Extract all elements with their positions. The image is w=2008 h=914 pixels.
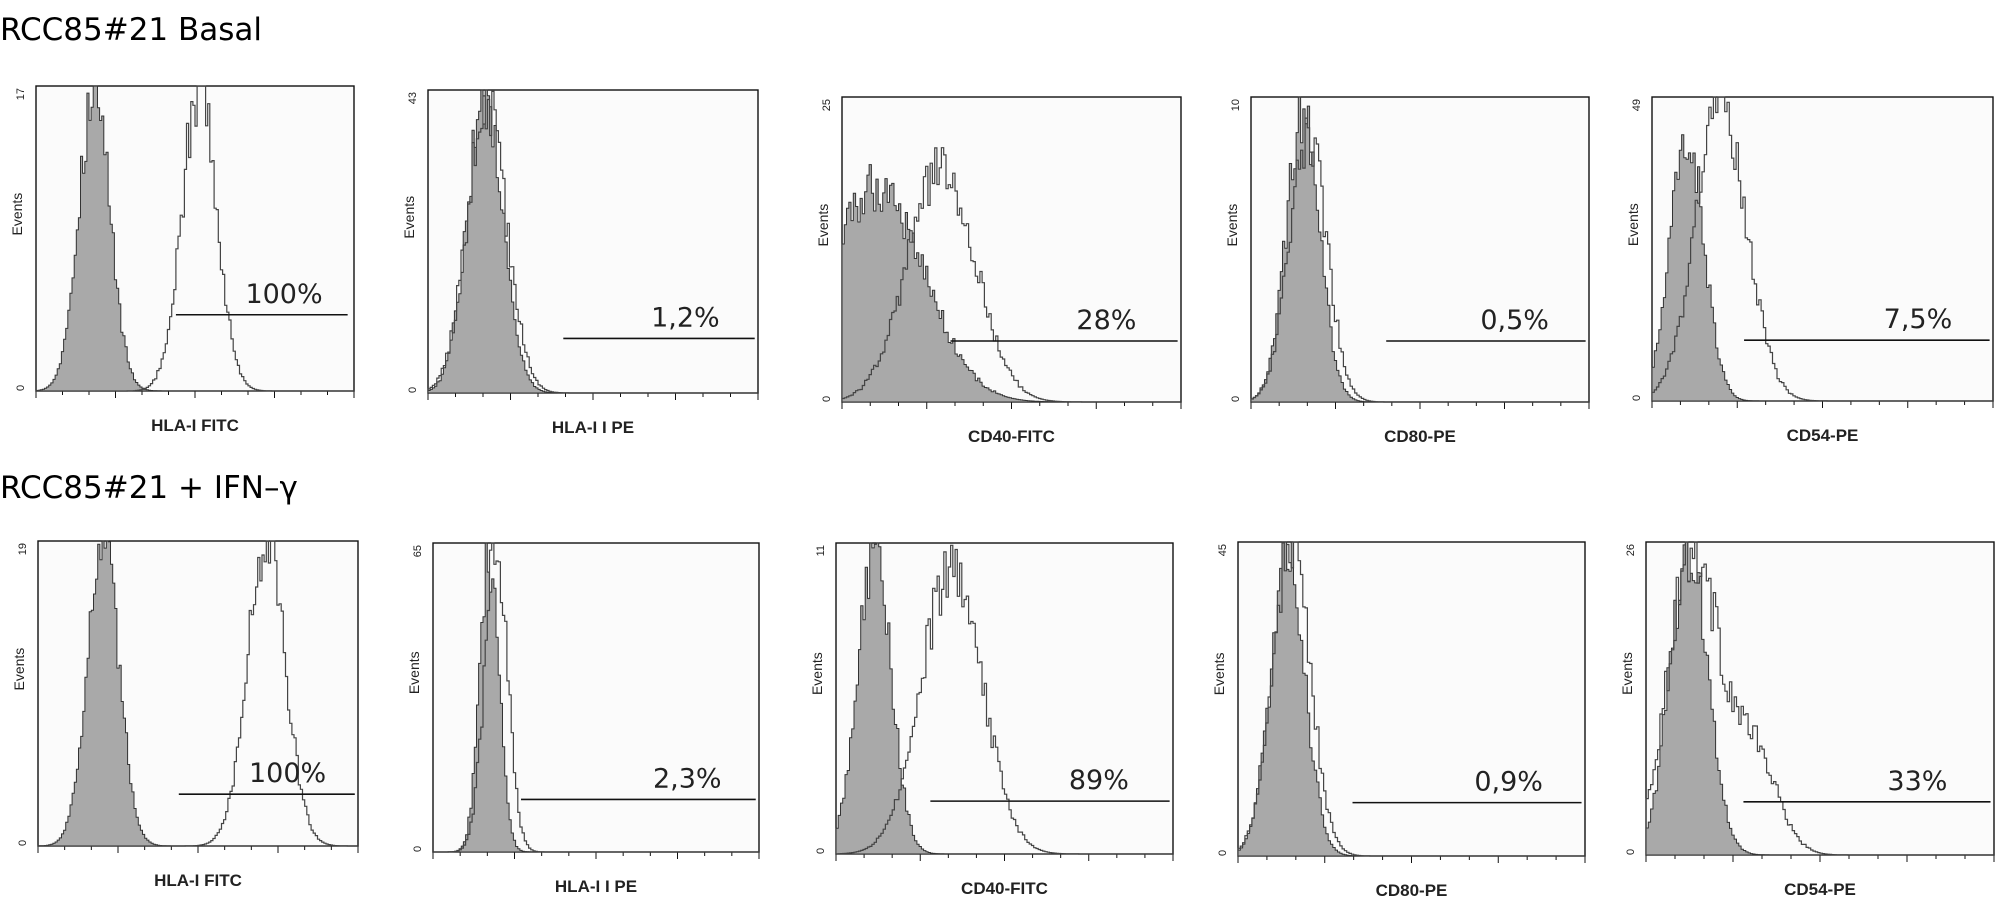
y-min-tick-label: 0 xyxy=(17,840,29,846)
histogram-panel: 10 0 Events 0,5% CD80-PE xyxy=(1224,96,1590,446)
sample-histogram xyxy=(427,90,758,394)
histogram-panel: 43 0 Events 1,2% HLA-I I PE xyxy=(401,89,759,437)
gate-percent-label: 2,3% xyxy=(653,763,722,794)
y-max-tick-label: 65 xyxy=(412,545,424,557)
y-max-tick-label: 10 xyxy=(1230,99,1242,111)
y-max-tick-label: 43 xyxy=(407,92,419,104)
row-title-basal: RCC85#21 Basal xyxy=(0,12,262,48)
y-min-tick-label: 0 xyxy=(1217,850,1229,856)
y-axis-label: Events xyxy=(815,204,831,247)
x-axis-marker-label: CD80-PE xyxy=(1376,881,1448,900)
x-axis-marker-label: CD40-FITC xyxy=(961,879,1048,898)
y-axis-label: Events xyxy=(809,652,825,695)
y-min-tick-label: 0 xyxy=(821,396,833,402)
x-axis-marker-label: HLA-I I PE xyxy=(555,877,637,896)
gate-percent-label: 89% xyxy=(1069,765,1129,796)
histogram-panel: 25 0 Events 28% CD40-FITC xyxy=(815,96,1182,446)
gate-percent-label: 33% xyxy=(1887,766,1947,797)
gate-percent-label: 100% xyxy=(249,758,326,789)
sample-histogram xyxy=(36,85,354,392)
histogram-panels: 17 0 Events 100% HLA-I FITC 43 0 Events 1,2% HLA-… xyxy=(9,85,1995,900)
y-max-tick-label: 11 xyxy=(815,545,827,556)
sample-histogram xyxy=(1651,96,1993,402)
x-axis-marker-label: HLA-I FITC xyxy=(151,416,239,435)
y-max-tick-label: 25 xyxy=(821,99,833,111)
y-min-tick-label: 0 xyxy=(1625,849,1637,855)
y-axis-label: Events xyxy=(401,196,417,239)
sample-histogram xyxy=(841,147,1181,403)
gate-percent-label: 7,5% xyxy=(1884,304,1953,335)
sample-histogram xyxy=(433,542,759,853)
sample-histogram xyxy=(38,540,358,847)
y-max-tick-label: 17 xyxy=(15,88,27,100)
y-max-tick-label: 26 xyxy=(1625,544,1637,556)
y-min-tick-label: 0 xyxy=(15,385,27,391)
x-axis-marker-label: HLA-I FITC xyxy=(154,871,242,890)
histogram-panel: 19 0 Events 100% HLA-I FITC xyxy=(11,540,359,890)
y-max-tick-label: 19 xyxy=(17,543,29,555)
x-axis-marker-label: CD80-PE xyxy=(1384,427,1456,446)
histogram-panel: 11 0 Events 89% CD40-FITC xyxy=(809,542,1174,898)
y-axis-label: Events xyxy=(1625,203,1641,246)
y-axis-label: Events xyxy=(9,193,25,236)
sample-histogram xyxy=(1250,117,1589,403)
gate-percent-label: 100% xyxy=(245,279,322,310)
histogram-panel: 49 0 Events 7,5% CD54-PE xyxy=(1625,96,1994,445)
x-axis-marker-label: CD54-PE xyxy=(1787,426,1859,445)
y-min-tick-label: 0 xyxy=(412,846,424,852)
x-axis-marker-label: HLA-I I PE xyxy=(552,418,634,437)
histogram-panel: 17 0 Events 100% HLA-I FITC xyxy=(9,85,355,435)
sample-histogram xyxy=(835,544,1173,855)
gate-percent-label: 0,9% xyxy=(1474,767,1543,798)
y-min-tick-label: 0 xyxy=(1631,395,1643,401)
y-max-tick-label: 45 xyxy=(1217,544,1229,556)
row-title-ifn-gamma: RCC85#21 + IFN–γ xyxy=(0,470,298,506)
gate-percent-label: 28% xyxy=(1076,305,1136,336)
control-histogram xyxy=(37,540,358,847)
y-axis-label: Events xyxy=(1619,652,1635,695)
histogram-panel: 26 0 Events 33% CD54-PE xyxy=(1619,541,1995,899)
x-axis-marker-label: CD54-PE xyxy=(1784,880,1856,899)
y-max-tick-label: 49 xyxy=(1631,99,1643,111)
y-min-tick-label: 0 xyxy=(815,848,827,854)
y-axis-label: Events xyxy=(1224,204,1240,247)
y-axis-label: Events xyxy=(11,648,27,691)
histogram-panel: 45 0 Events 0,9% CD80-PE xyxy=(1211,541,1586,900)
y-axis-label: Events xyxy=(1211,652,1227,695)
histogram-panel: 65 0 Events 2,3% HLA-I I PE xyxy=(406,542,760,896)
y-min-tick-label: 0 xyxy=(407,387,419,393)
gate-percent-label: 1,2% xyxy=(651,302,720,333)
y-min-tick-label: 0 xyxy=(1230,396,1242,402)
x-axis-marker-label: CD40-FITC xyxy=(968,427,1055,446)
y-axis-label: Events xyxy=(406,651,422,694)
sample-histogram xyxy=(1237,541,1585,857)
gate-percent-label: 0,5% xyxy=(1480,305,1549,336)
